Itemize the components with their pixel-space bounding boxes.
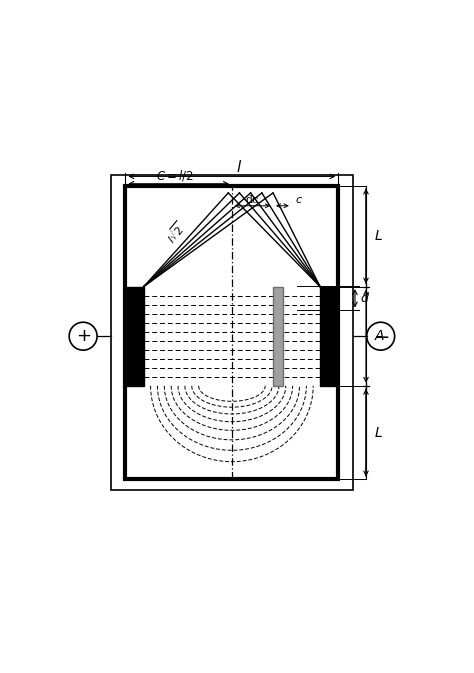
Text: $c$: $c$ [295,194,303,205]
Bar [320,287,338,386]
Text: $C=l/2$: $C=l/2$ [156,168,194,182]
Text: $L$: $L$ [374,229,383,243]
Text: $d$: $d$ [360,291,371,306]
Bar [125,186,338,479]
Text: $l\sqrt{2}$: $l\sqrt{2}$ [162,219,188,246]
Text: $L$: $L$ [374,425,383,439]
Text: dc: dc [246,194,259,205]
Text: $-$: $-$ [373,327,389,345]
Bar [273,287,283,386]
Bar [125,287,144,386]
Text: $l$: $l$ [236,159,242,174]
Bar [110,174,353,491]
Text: $A$: $A$ [374,329,385,343]
Text: $+$: $+$ [75,327,91,345]
